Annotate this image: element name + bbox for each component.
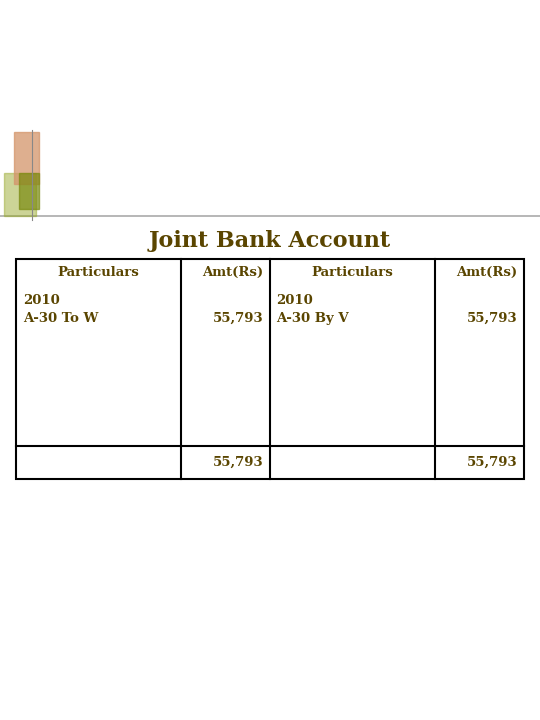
Text: 55,793: 55,793	[467, 456, 517, 469]
Text: Joint Bank Account: Joint Bank Account	[149, 230, 391, 252]
Bar	[19, 173, 39, 209]
Text: Particulars: Particulars	[312, 266, 393, 279]
Bar	[16, 259, 524, 479]
Text: 2010: 2010	[276, 294, 313, 307]
Bar	[4, 173, 36, 216]
Text: 2010: 2010	[23, 294, 59, 307]
Text: Amt(Rs): Amt(Rs)	[456, 266, 517, 279]
Text: Amt(Rs): Amt(Rs)	[202, 266, 264, 279]
Text: 55,793: 55,793	[213, 456, 264, 469]
Text: A-30 By V: A-30 By V	[276, 312, 349, 325]
Text: 55,793: 55,793	[467, 312, 517, 325]
Text: Particulars: Particulars	[58, 266, 139, 279]
Text: A-30 To W: A-30 To W	[23, 312, 98, 325]
Bar	[14, 132, 39, 184]
Text: 55,793: 55,793	[213, 312, 264, 325]
